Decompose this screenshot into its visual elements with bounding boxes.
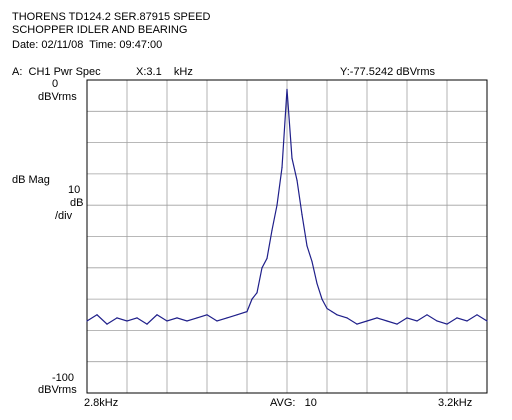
spectrum-point — [216, 320, 218, 322]
spectrum-point — [356, 323, 358, 325]
x-end-label: 3.2kHz — [438, 397, 473, 409]
spectrum-point — [316, 282, 318, 285]
y-bottom-unit: dBVrms — [38, 384, 77, 396]
spectrum-point — [276, 204, 278, 206]
spectrum-point — [456, 317, 458, 319]
spectrum-point — [416, 320, 418, 322]
averaging-label: AVG: 10 — [270, 397, 317, 409]
header-title-line1: THORENS TD124.2 SER.87915 SPEED — [12, 11, 211, 23]
spectrum-point — [376, 317, 378, 319]
y-scale-per-div: /div — [55, 210, 73, 222]
y-bottom-value: -100 — [52, 372, 75, 384]
spectrum-point — [286, 88, 288, 90]
spectrum-point — [166, 320, 168, 322]
spectrum-point — [186, 320, 188, 322]
spectrum-point — [136, 317, 138, 319]
y-top-unit: dBVrms — [38, 91, 77, 103]
spectrum-point — [261, 267, 263, 269]
x-marker-readout: X:3.1 kHz — [136, 66, 193, 78]
spectrum-points — [86, 88, 488, 325]
spectrum-point — [106, 323, 108, 325]
spectrum-point — [476, 314, 478, 316]
spectrum-point — [406, 317, 408, 319]
spectrum-point — [236, 314, 238, 316]
spectrum-point — [196, 317, 198, 319]
spectrum-point — [326, 307, 328, 310]
spectrum-point — [346, 317, 348, 319]
spectrum-point — [396, 323, 398, 325]
spectrum-point — [226, 317, 228, 319]
spectrum-point — [486, 320, 488, 322]
spectrum-point — [301, 214, 303, 216]
y-scale-unit: dB — [70, 197, 84, 209]
spectrum-point — [436, 320, 438, 322]
spectrum-point — [446, 323, 448, 325]
spectrum-point — [296, 179, 298, 181]
trace-label: A: CH1 Pwr Spec — [12, 66, 101, 78]
spectrum-point — [311, 260, 313, 263]
spectrum-point — [466, 320, 468, 322]
spectrum-point — [126, 320, 128, 322]
header-date-time: Date: 02/11/08 Time: 09:47:00 — [12, 39, 163, 51]
spectrum-point — [146, 323, 148, 325]
spectrum-point — [86, 320, 88, 322]
spectrum-point — [251, 298, 253, 300]
spectrum-point — [271, 229, 273, 231]
spectrum-point — [281, 167, 283, 169]
plot-frame — [86, 79, 488, 394]
y-marker-readout: Y:-77.5242 dBVrms — [340, 66, 435, 78]
spectrum-point — [96, 314, 98, 316]
spectrum-point — [246, 311, 248, 313]
y-top-value: 0 — [52, 78, 59, 90]
spectrum-point — [366, 320, 368, 322]
spectrum-point — [386, 320, 388, 322]
x-start-label: 2.8kHz — [84, 397, 119, 409]
spectrum-point — [116, 317, 118, 319]
spectrum-point — [331, 311, 333, 313]
spectrum-point — [306, 245, 308, 247]
spectrum-point — [291, 157, 293, 159]
y-scale-value: 10 — [68, 184, 81, 196]
spectrum-point — [266, 257, 268, 259]
y-mag-label: dB Mag — [12, 174, 50, 186]
spectrum-point — [206, 314, 208, 316]
spectrum-point — [176, 317, 178, 319]
spectrum-point — [336, 314, 338, 316]
spectrum-point — [426, 314, 428, 316]
spectrum-trace-line — [86, 89, 488, 325]
spectrum-point — [321, 298, 323, 300]
header-title-line2: SCHOPPER IDLER AND BEARING — [12, 24, 188, 36]
plot-grid — [87, 80, 487, 393]
spectrum-point — [156, 314, 158, 316]
spectrum-point — [256, 292, 258, 294]
